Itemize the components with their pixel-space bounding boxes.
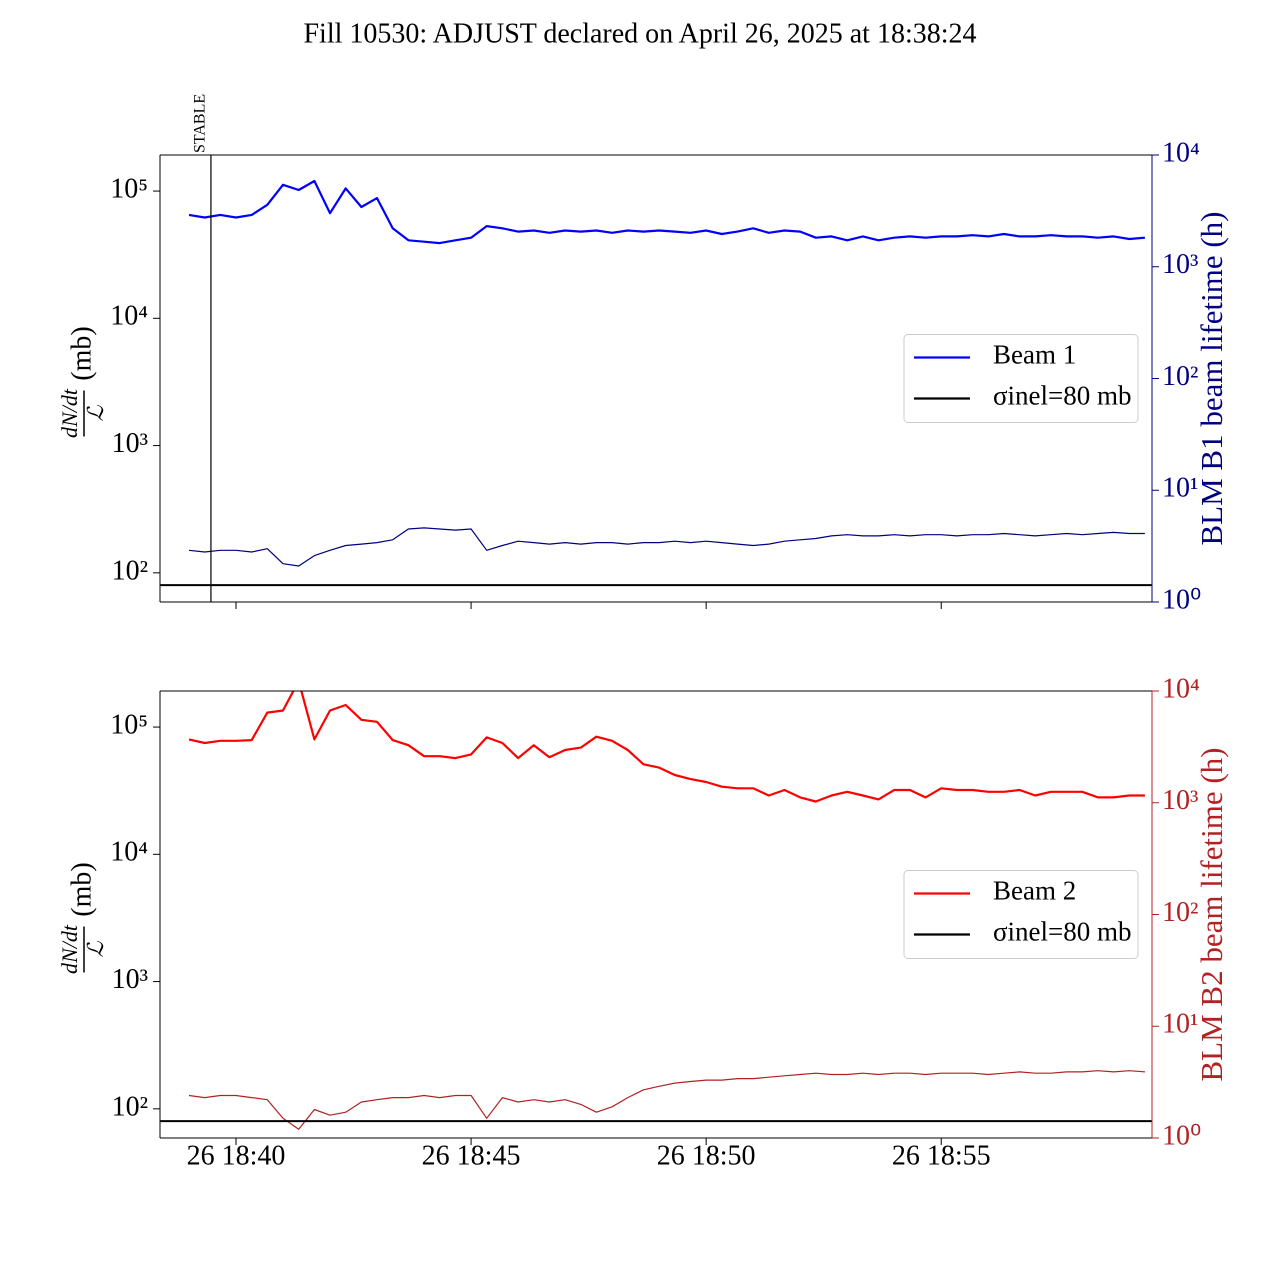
y-tick-label: 10⁵	[110, 173, 148, 204]
y-tick-label: 10²	[112, 555, 148, 586]
y2-axis-label: BLM B1 beam lifetime (h)	[1194, 211, 1229, 545]
series-line	[188, 179, 1145, 245]
y-label-denominator: ℒ	[83, 940, 108, 957]
x-tick-label: 26 18:55	[892, 1140, 991, 1171]
panel: 10² 10³ 10⁴ 10⁵ 10⁰ 10¹ 10² 10³ 10⁴ 26 18:40 26 18…	[57, 673, 1229, 1171]
legend-label: σinel=80 mb	[993, 381, 1132, 411]
y-tick-label: 10²	[112, 1091, 148, 1122]
y-axis-label: dN/dt ℒ (mb)	[57, 862, 108, 974]
y-tick-label: 10³	[112, 964, 148, 995]
y-tick-label: 10³	[112, 428, 148, 459]
legend-label: σinel=80 mb	[993, 917, 1132, 947]
y2-tick-label: 10³	[1162, 249, 1198, 280]
y2-axis-label: BLM B2 beam lifetime (h)	[1194, 747, 1229, 1081]
y-tick-label: 10⁴	[110, 301, 148, 332]
x-tick-label: 26 18:45	[422, 1140, 521, 1171]
y-tick-label: 10⁴	[110, 837, 148, 868]
y2-tick-label: 10⁴	[1162, 137, 1200, 168]
y2-tick-label: 10⁰	[1162, 1120, 1201, 1151]
y2-tick-label: 10¹	[1162, 1009, 1198, 1040]
y-label-denominator: ℒ	[83, 404, 108, 421]
x-tick-label: 26 18:50	[657, 1140, 756, 1171]
series-line	[188, 691, 1145, 803]
lifetime-line	[188, 1070, 1145, 1130]
annotation-label: STABLE	[192, 94, 209, 153]
legend-label: Beam 2	[993, 876, 1076, 906]
y2-tick-label: 10⁴	[1162, 673, 1200, 704]
y-tick-label: 10⁵	[110, 709, 148, 740]
plot-area	[160, 691, 1152, 1130]
figure-title: Fill 10530: ADJUST declared on April 26,…	[303, 18, 976, 49]
y2-tick-label: 10¹	[1162, 473, 1198, 504]
legend: Beam 2 σinel=80 mb	[903, 870, 1139, 959]
y2-tick-label: 10²	[1162, 897, 1198, 928]
y-axis-label: dN/dt ℒ (mb)	[57, 326, 108, 438]
lifetime-line	[188, 527, 1145, 567]
legend-label: Beam 1	[993, 340, 1076, 370]
y2-tick-label: 10³	[1162, 785, 1198, 816]
panel: STABLE 10² 10³ 10⁴ 10⁵ 10⁰ 10¹ 10² 10³ 10⁴ dN/dt ℒ (…	[57, 94, 1229, 616]
x-tick-label: 26 18:40	[187, 1140, 286, 1171]
y2-tick-label: 10²	[1162, 361, 1198, 392]
y-label-unit: (mb)	[66, 862, 97, 916]
y-label-unit: (mb)	[66, 326, 97, 380]
y-label-numerator: dN/dt	[57, 924, 82, 974]
y2-tick-label: 10⁰	[1162, 584, 1201, 615]
y-label-numerator: dN/dt	[57, 388, 82, 438]
plot-area	[160, 179, 1152, 587]
legend: Beam 1 σinel=80 mb	[903, 334, 1139, 423]
